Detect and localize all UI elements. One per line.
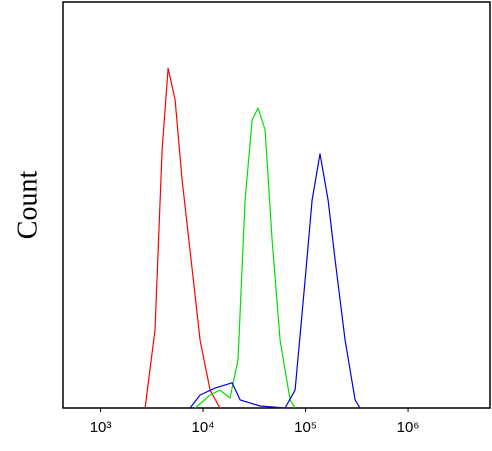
x-tick-label: 10³ (90, 419, 112, 436)
x-tick-label: 10⁵ (294, 419, 317, 436)
y-axis-label: Count (12, 171, 43, 240)
series-line (194, 107, 296, 409)
series-line (144, 67, 221, 409)
plot-frame (62, 1, 491, 409)
x-tick-label: 10⁴ (191, 419, 214, 436)
series-line (189, 153, 361, 409)
x-tick-label: 10⁶ (397, 419, 420, 436)
